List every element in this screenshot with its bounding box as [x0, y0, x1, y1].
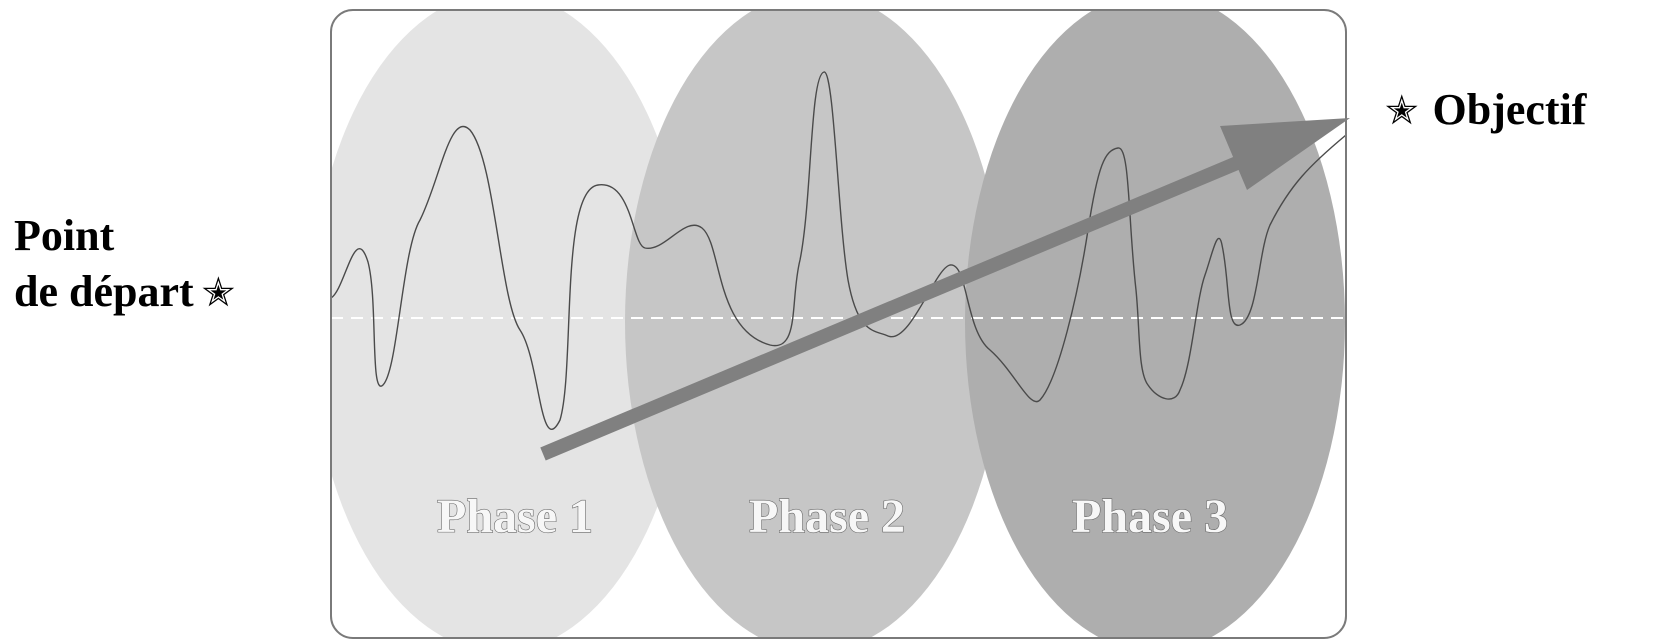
- goal-label-text: Objectif: [1432, 85, 1587, 134]
- star-icon: ✭: [201, 270, 236, 315]
- phase-3-label: Phase 3: [1072, 490, 1228, 543]
- arrow-head: [1220, 118, 1350, 190]
- phase-1-ellipse: [331, 10, 690, 638]
- goal-label: ✭ Objectif: [1385, 82, 1586, 139]
- progress-arrow: [540, 118, 1350, 461]
- start-label-line2-wrapper: de départ ✭: [14, 264, 235, 321]
- phase-2-ellipse: [625, 10, 1005, 638]
- start-label-line1: Point: [14, 211, 115, 260]
- start-label-line2: de départ: [14, 267, 194, 316]
- phase-3-ellipse: [965, 10, 1345, 638]
- star-icon: ✭: [1385, 88, 1419, 133]
- arrow-shaft: [540, 143, 1271, 461]
- diagram-frame: [330, 9, 1347, 639]
- phase-area: Phase 1 Phase 2 Phase 3: [331, 10, 1346, 638]
- phase-2-label: Phase 2: [749, 490, 905, 543]
- phase-1-label: Phase 1: [437, 490, 593, 543]
- start-point-label: Point de départ ✭: [14, 208, 235, 321]
- progress-wave-line: [331, 71, 1346, 430]
